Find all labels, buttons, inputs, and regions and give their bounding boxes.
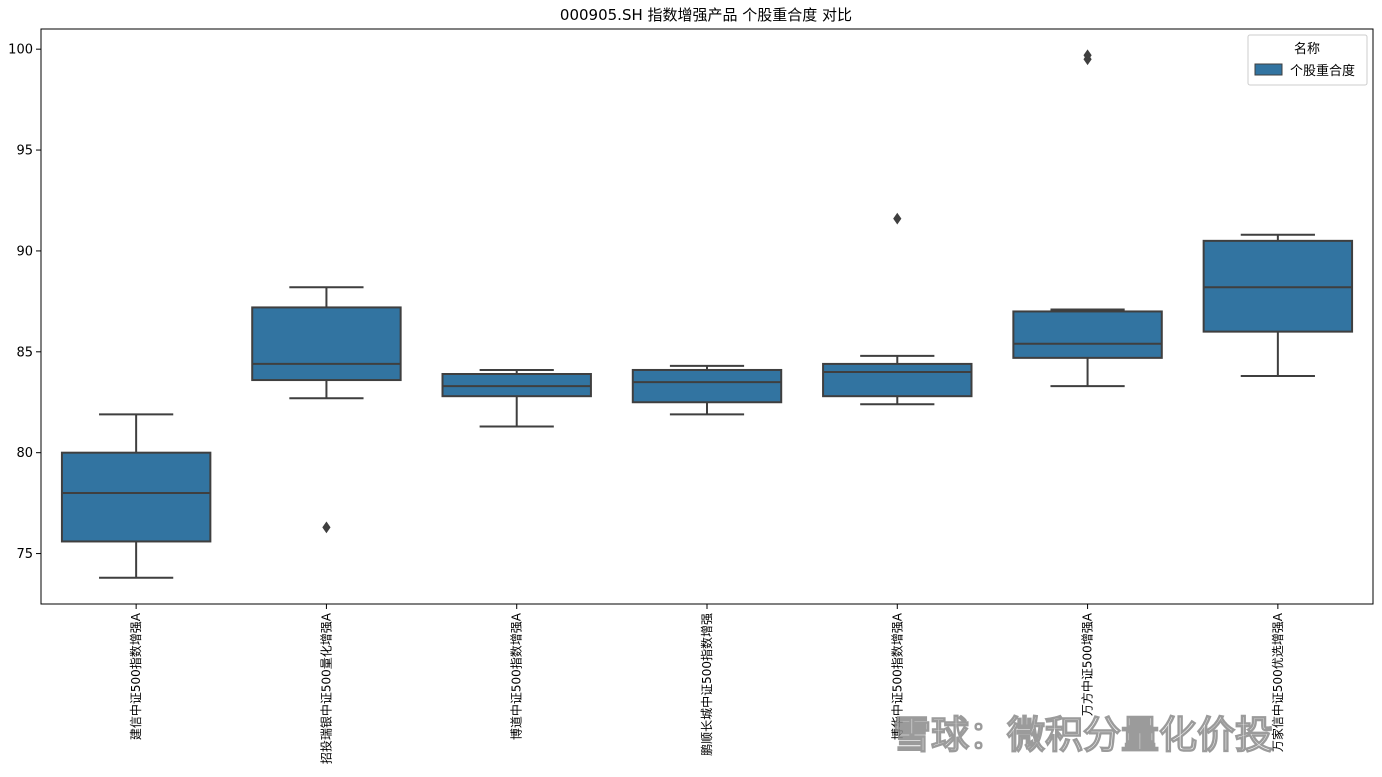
box-group [60,413,212,579]
y-tick-label: 100 [8,43,33,58]
box-iqr [60,451,212,543]
y-tick-label: 85 [16,345,33,360]
outlier-point [893,212,902,225]
x-tick-label: 建信中证500指数增强A [128,612,143,740]
box-series [60,49,1354,579]
box-iqr [441,373,592,398]
y-tick-label: 80 [16,446,33,461]
outlier-point [1083,49,1092,62]
y-axis: 75 80 85 90 95 100 [8,43,41,562]
x-tick-label: 万方中证500增强A [1080,612,1095,716]
x-tick-label: 博华中证500指数增强A [889,612,904,740]
box-group [1202,233,1354,378]
x-tick-label: 鹏顺长城中证500指数增强 [699,613,714,756]
y-tick-label: 90 [16,244,33,259]
legend-entry: 个股重合度 [1290,63,1355,79]
y-tick-label: 95 [16,144,33,159]
box-iqr [1202,239,1354,333]
box-iqr [251,306,402,382]
legend-title: 名称 [1294,41,1320,57]
x-axis: 建信中证500指数增强A 招投瑞银中证500量化增强A 博道中证500指数增强A 鹏顺… [128,604,1285,764]
x-tick-label: 万家信中证500优选增强A [1270,612,1285,752]
box-group [251,286,402,534]
legend-swatch [1254,63,1283,76]
box-iqr [822,362,973,398]
plot-area-frame [40,28,1374,605]
chart-title: 000905.SH 指数增强产品 个股重合度 对比 [560,6,852,24]
box-group [441,368,592,428]
box-group [1012,49,1163,388]
outlier-point [322,521,331,534]
legend: 名称 个股重合度 [1247,34,1368,86]
box-group [822,212,973,406]
box-iqr [631,368,783,404]
x-tick-label: 招投瑞银中证500量化增强A [318,612,333,764]
watermark-text: 雪球：微积分量化价投 [893,713,1273,757]
y-tick-label: 75 [16,547,33,562]
box-group [631,364,783,416]
x-tick-label: 博道中证500指数增强A [509,612,524,740]
box-iqr [1012,310,1163,359]
